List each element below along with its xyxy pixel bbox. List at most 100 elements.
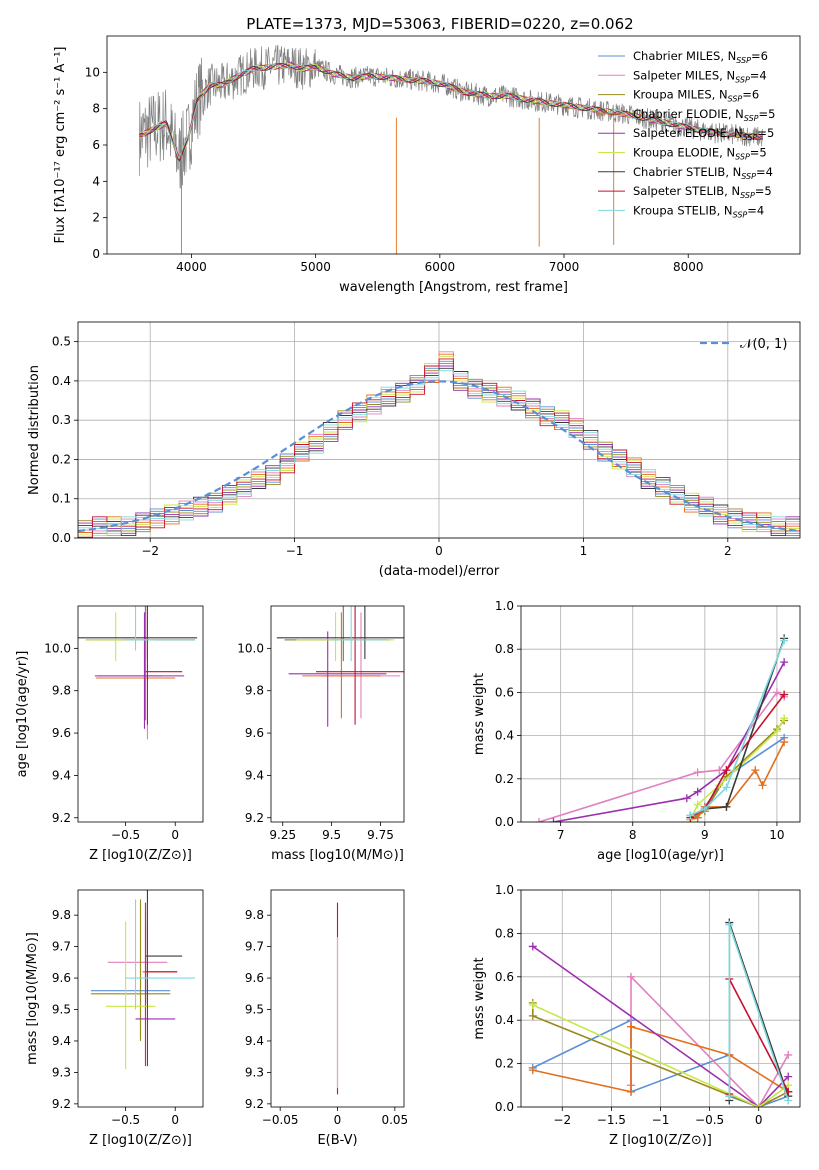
y-tick-label: 9.6 (52, 971, 71, 985)
model-line-6 (139, 62, 763, 162)
model-line-7 (139, 63, 763, 161)
plus-marker (682, 794, 691, 803)
plus-marker (780, 690, 789, 699)
legend-value: =4 (756, 165, 773, 179)
legend-label: Kroupa MILES, NSSP=6 (633, 88, 759, 104)
legend-value: =5 (750, 146, 767, 160)
plus-marker (528, 942, 537, 951)
y-tick-label: 0.0 (52, 531, 71, 545)
plus-marker (700, 805, 709, 814)
panel-7: −2 −1.5 −1 −0.5 0 0.0 0.2 0.4 0.6 0.8 1.0 Z [log10(… (472, 883, 801, 1148)
plot-area-4 (535, 634, 789, 822)
y-tick-label: 9.7 (52, 940, 71, 954)
legend-value: =5 (757, 126, 774, 140)
panel-0: 4000 5000 6000 7000 8000 0 2 4 6 8 10 wavelength [A… (53, 15, 801, 295)
plus-marker (725, 920, 734, 929)
plus-marker (715, 766, 724, 775)
plus-marker (627, 1087, 636, 1096)
x-axis-label: Z [log10(Z/Z⊙)] (89, 1133, 192, 1148)
y-tick-label: 9.4 (52, 1034, 71, 1048)
y-tick-label: 9.6 (245, 971, 264, 985)
x-tick-label: −2 (141, 544, 159, 558)
y-tick-label: 0.6 (495, 685, 514, 699)
plus-marker (722, 802, 731, 811)
y-tick-label: 9.6 (245, 726, 264, 740)
legend-label: Salpeter ELODIE, NSSP=5 (633, 126, 774, 142)
y-tick-label: 0.2 (495, 772, 514, 786)
legend-value: =5 (755, 184, 772, 198)
weight-line-2 (532, 1002, 789, 1107)
y-tick-label: 9.8 (245, 908, 264, 922)
axes-frame (270, 605, 405, 823)
y-tick-label: 10.0 (237, 641, 264, 655)
x-axis-label: Z [log10(Z/Z⊙)] (89, 848, 192, 863)
panel-3: 9.25 9.5 9.75 9.2 9.4 9.6 9.8 10.0 mass [log10(M… (237, 605, 405, 863)
plot-area-0 (138, 44, 764, 254)
x-tick-label: 7 (557, 828, 565, 842)
x-tick-label: 0 (171, 828, 179, 842)
axes-frame (520, 605, 801, 823)
x-tick-label: 0 (171, 1113, 179, 1127)
y-tick-label: 0.6 (495, 970, 514, 984)
legend-value: =5 (759, 107, 776, 121)
legend-subscript: SSP (735, 75, 750, 84)
legend-value: =4 (747, 203, 764, 217)
legend-label: Salpeter MILES, NSSP=4 (633, 68, 767, 84)
x-axis-label: Z [log10(Z/Z⊙)] (609, 1133, 712, 1148)
x-tick-label: 7000 (549, 260, 580, 274)
legend-label: Chabrier STELIB, NSSP=4 (633, 165, 773, 181)
plus-marker (725, 1092, 734, 1101)
y-tick-label: 9.2 (52, 1097, 71, 1111)
plot-area-7 (528, 918, 793, 1107)
plus-marker (549, 818, 558, 822)
y-tick-label: 9.3 (245, 1065, 264, 1079)
plus-marker (784, 1072, 793, 1081)
x-tick-label: 8000 (673, 260, 704, 274)
y-tick-label: 0.8 (495, 642, 514, 656)
normal-curve (78, 380, 800, 533)
plus-marker (627, 1022, 636, 1031)
plus-marker (772, 727, 781, 736)
plot-area-1 (78, 351, 800, 538)
plot-area-2 (78, 606, 198, 740)
plus-marker (686, 811, 695, 820)
x-tick-label: 1 (580, 544, 588, 558)
axes-frame (106, 35, 801, 255)
x-tick-label: 10 (769, 828, 784, 842)
plus-marker (780, 636, 789, 645)
legend-value: =4 (750, 68, 767, 82)
plus-marker (528, 1001, 537, 1010)
y-tick-label: 9.4 (245, 768, 264, 782)
plus-marker (722, 766, 731, 775)
panel-4: 7 8 9 10 0.0 0.2 0.4 0.6 0.8 1.0 age [log10(age/yr… (472, 599, 801, 863)
plus-marker (528, 1011, 537, 1020)
x-axis-label: age [log10(age/yr)] (597, 848, 724, 863)
x-tick-label: 6000 (425, 260, 456, 274)
plus-marker (780, 658, 789, 667)
legend-label: Salpeter STELIB, NSSP=5 (633, 184, 772, 200)
legend-label: Kroupa ELODIE, NSSP=5 (633, 146, 767, 162)
x-tick-label: 0 (755, 1113, 763, 1127)
y-tick-label: 9.5 (52, 1003, 71, 1017)
plus-marker (754, 1103, 763, 1107)
y-tick-label: 0.4 (495, 1013, 514, 1027)
y-tick-label: 0.3 (52, 413, 71, 427)
axes-frame (77, 605, 204, 823)
x-tick-label: −2 (553, 1113, 571, 1127)
panel-1: −2 −1 0 1 2 0.0 0.1 0.2 0.3 0.4 0.5 (data-model)/er… (27, 321, 801, 579)
y-tick-label: 2 (92, 211, 100, 225)
y-tick-label: 1.0 (495, 883, 514, 897)
plus-marker (784, 1096, 793, 1105)
x-tick-label: −1.5 (597, 1113, 626, 1127)
plus-marker (535, 818, 544, 822)
axes-frame (520, 889, 801, 1108)
y-tick-label: 0.4 (495, 729, 514, 743)
model-line-8 (139, 63, 763, 158)
plus-marker (722, 783, 731, 792)
histogram-step-8 (78, 370, 800, 534)
y-axis-label: Normed distribution (27, 365, 42, 495)
y-axis-label: Flux [fλ10⁻¹⁷ erg cm⁻² s⁻¹ A⁻¹] (53, 47, 68, 244)
legend-label: Kroupa STELIB, NSSP=4 (633, 203, 764, 219)
x-tick-label: −1 (652, 1113, 670, 1127)
y-tick-label: 9.4 (52, 768, 71, 782)
